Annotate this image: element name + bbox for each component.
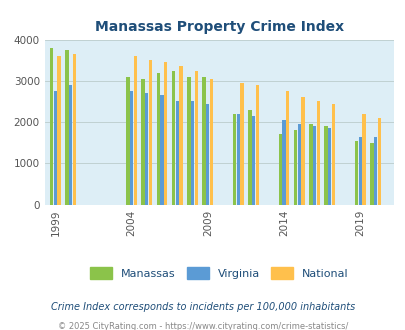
Bar [331,104,334,205]
Bar [72,54,76,205]
Bar [247,110,251,205]
Bar [278,135,281,205]
Bar [327,128,330,205]
Bar [373,137,376,205]
Bar [175,102,179,205]
Bar [209,79,213,205]
Bar [236,114,239,205]
Bar [255,85,258,205]
Bar [57,56,60,205]
Bar [194,71,197,205]
Bar [190,102,194,205]
Bar [240,83,243,205]
Bar [232,114,236,205]
Bar [377,118,380,205]
Bar [160,95,163,205]
Bar [53,91,57,205]
Bar [65,50,68,205]
Bar [251,116,255,205]
Bar [130,91,133,205]
Bar [293,130,296,205]
Title: Manassas Property Crime Index: Manassas Property Crime Index [94,20,343,34]
Bar [187,77,190,205]
Text: © 2025 CityRating.com - https://www.cityrating.com/crime-statistics/: © 2025 CityRating.com - https://www.city… [58,322,347,330]
Bar [202,77,205,205]
Bar [148,60,152,205]
Bar [156,73,160,205]
Bar [369,143,373,205]
Bar [324,126,327,205]
Bar [301,97,304,205]
Legend: Manassas, Virginia, National: Manassas, Virginia, National [85,263,352,283]
Bar [145,93,148,205]
Bar [141,79,145,205]
Bar [172,71,175,205]
Bar [309,124,312,205]
Bar [126,77,129,205]
Bar [164,62,167,205]
Bar [358,137,361,205]
Bar [354,141,357,205]
Bar [179,66,182,205]
Bar [312,126,315,205]
Bar [361,114,365,205]
Bar [133,56,136,205]
Bar [316,102,319,205]
Bar [297,124,300,205]
Bar [206,104,209,205]
Text: Crime Index corresponds to incidents per 100,000 inhabitants: Crime Index corresponds to incidents per… [51,302,354,312]
Bar [285,91,289,205]
Bar [281,120,285,205]
Bar [50,48,53,205]
Bar [69,85,72,205]
